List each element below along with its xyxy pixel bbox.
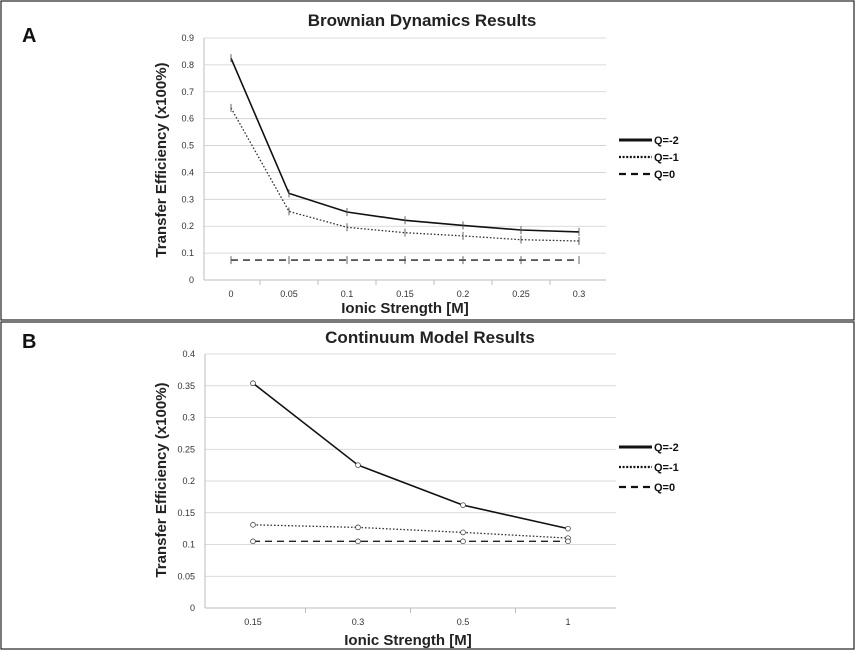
chart-b-data-point: [355, 462, 361, 468]
chart-b-xlabel: Ionic Strength [M]: [344, 632, 472, 649]
chart-a-ytick-label: 0.9: [181, 33, 194, 43]
chart-b-ytick-label: 0.1: [182, 540, 195, 550]
panel-b-frame: [0, 321, 855, 650]
chart-b-xtick-label: 1: [565, 617, 570, 627]
chart-b-axes: [204, 354, 616, 613]
chart-a-ytick-label: 0.1: [181, 248, 194, 258]
chart-a-xtick-label: 0.1: [341, 289, 354, 299]
chart-a-xtick-label: 0.2: [457, 289, 470, 299]
chart-b-data-point: [250, 380, 256, 387]
chart-a-ytick-label: 0: [189, 275, 194, 285]
chart-a-gridlines: [204, 37, 606, 254]
chart-a-title: Brownian Dynamics Results: [308, 11, 537, 30]
panel-a-frame: [0, 0, 855, 321]
chart-a-legend-label: Q=-1: [654, 152, 679, 164]
chart-b-data-point: [460, 502, 466, 508]
chart-b-data-point: [355, 524, 361, 531]
chart-a-legend: Q=-2 Q=-1 Q=0: [619, 135, 679, 181]
chart-a-ytick-label: 0.5: [181, 141, 194, 151]
chart-a-ytick-label: 0.4: [181, 167, 194, 177]
chart-b-legend-label: Q=-1: [654, 462, 679, 474]
chart-b-ytick-label: 0.3: [182, 413, 195, 423]
chart-b-data-point: [250, 538, 256, 545]
chart-a-legend-label: Q=0: [654, 169, 675, 181]
chart-b-legend: Q=-2 Q=-1 Q=0: [619, 442, 679, 494]
chart-a-ytick-label: 0.7: [181, 87, 194, 97]
chart-b-gridlines: [205, 353, 616, 577]
chart-b-ytick-labels: 0 0.05 0.1 0.15 0.2 0.25 0.3 0.35 0.4: [177, 349, 195, 613]
chart-a-xtick-label: 0.3: [573, 289, 586, 299]
chart-b-series: [250, 380, 571, 545]
chart-b-data-point: [460, 529, 466, 536]
chart-b-data-point: [565, 525, 571, 532]
chart-a-series: [230, 54, 580, 265]
chart-a-xtick-label: 0.15: [396, 289, 414, 299]
chart-a-xlabel: Ionic Strength [M]: [341, 300, 469, 317]
chart-b-series-line-2: [252, 524, 569, 539]
chart-a-legend-label: Q=-2: [654, 135, 679, 147]
chart-a-xtick-label: 0: [228, 289, 233, 299]
chart-b-data-point: [460, 538, 466, 545]
chart-a-ytick-label: 0.3: [181, 194, 194, 204]
chart-b-ytick-label: 0.2: [182, 476, 195, 486]
chart-a-ytick-labels: 0 0.1 0.2 0.3 0.4 0.5 0.6 0.7 0.8 0.9: [181, 33, 194, 285]
chart-a-ylabel: Transfer Efficiency (x100%): [153, 62, 170, 257]
chart-a-xtick-label: 0.25: [512, 289, 530, 299]
chart-b-data-point: [250, 522, 256, 528]
panel-a-letter: A: [22, 25, 36, 47]
chart-a-xtick-labels: 0 0.05 0.1 0.15 0.2 0.25 0.3: [228, 289, 585, 299]
chart-b-xtick-label: 0.15: [244, 617, 262, 627]
chart-a-axes: [203, 38, 606, 285]
panel-a: A Brownian Dynamics Results 0 0.1 0.2 0.3 0.…: [0, 0, 855, 321]
chart-a-ytick-label: 0.8: [181, 60, 194, 70]
chart-b-xtick-labels: 0.15 0.3 0.5 1: [244, 617, 570, 627]
chart-b-ytick-label: 0.25: [177, 444, 195, 454]
chart-b-ytick-label: 0.15: [177, 508, 195, 518]
chart-a-xtick-label: 0.05: [280, 289, 298, 299]
chart-b-legend-label: Q=0: [654, 482, 675, 494]
chart-a-ytick-label: 0.6: [181, 114, 194, 124]
chart-b-legend-label: Q=-2: [654, 442, 679, 454]
chart-b-ytick-label: 0.35: [177, 381, 195, 391]
chart-b-xtick-label: 0.5: [457, 617, 470, 627]
chart-b-ytick-label: 0.4: [182, 349, 195, 359]
chart-b-ytick-label: 0.05: [177, 571, 195, 581]
chart-b-data-point: [565, 538, 571, 545]
chart-b-ytick-label: 0: [190, 603, 195, 613]
chart-b-ylabel: Transfer Efficiency (x100%): [153, 382, 170, 577]
panel-b: B Continuum Model Results 00.050.10.150.…: [0, 321, 855, 650]
chart-b-series-line-1: [252, 382, 569, 530]
chart-b-xtick-label: 0.3: [352, 617, 365, 627]
chart-a-ytick-label: 0.2: [181, 221, 194, 231]
panel-b-letter: B: [22, 331, 36, 353]
chart-b-title: Continuum Model Results: [325, 328, 535, 347]
chart-b-data-point: [355, 538, 361, 545]
